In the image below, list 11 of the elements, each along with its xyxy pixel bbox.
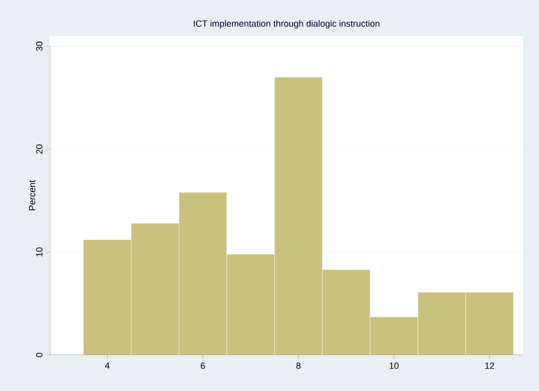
y-tick-label: 0 (36, 352, 42, 358)
x-tick-label: 8 (296, 362, 301, 369)
chart-title: ICT implementation through dialogic instruction (194, 20, 380, 28)
y-axis-title: Percent (29, 180, 36, 210)
y-tick-label: 10 (36, 247, 42, 256)
y-tick-label: 20 (36, 144, 42, 154)
x-tick-label: 4 (105, 362, 110, 369)
x-tick-label: 12 (485, 362, 494, 369)
y-tick-label: 30 (36, 42, 42, 51)
x-tick-label: 10 (390, 362, 399, 369)
x-tick-label: 6 (200, 362, 205, 369)
